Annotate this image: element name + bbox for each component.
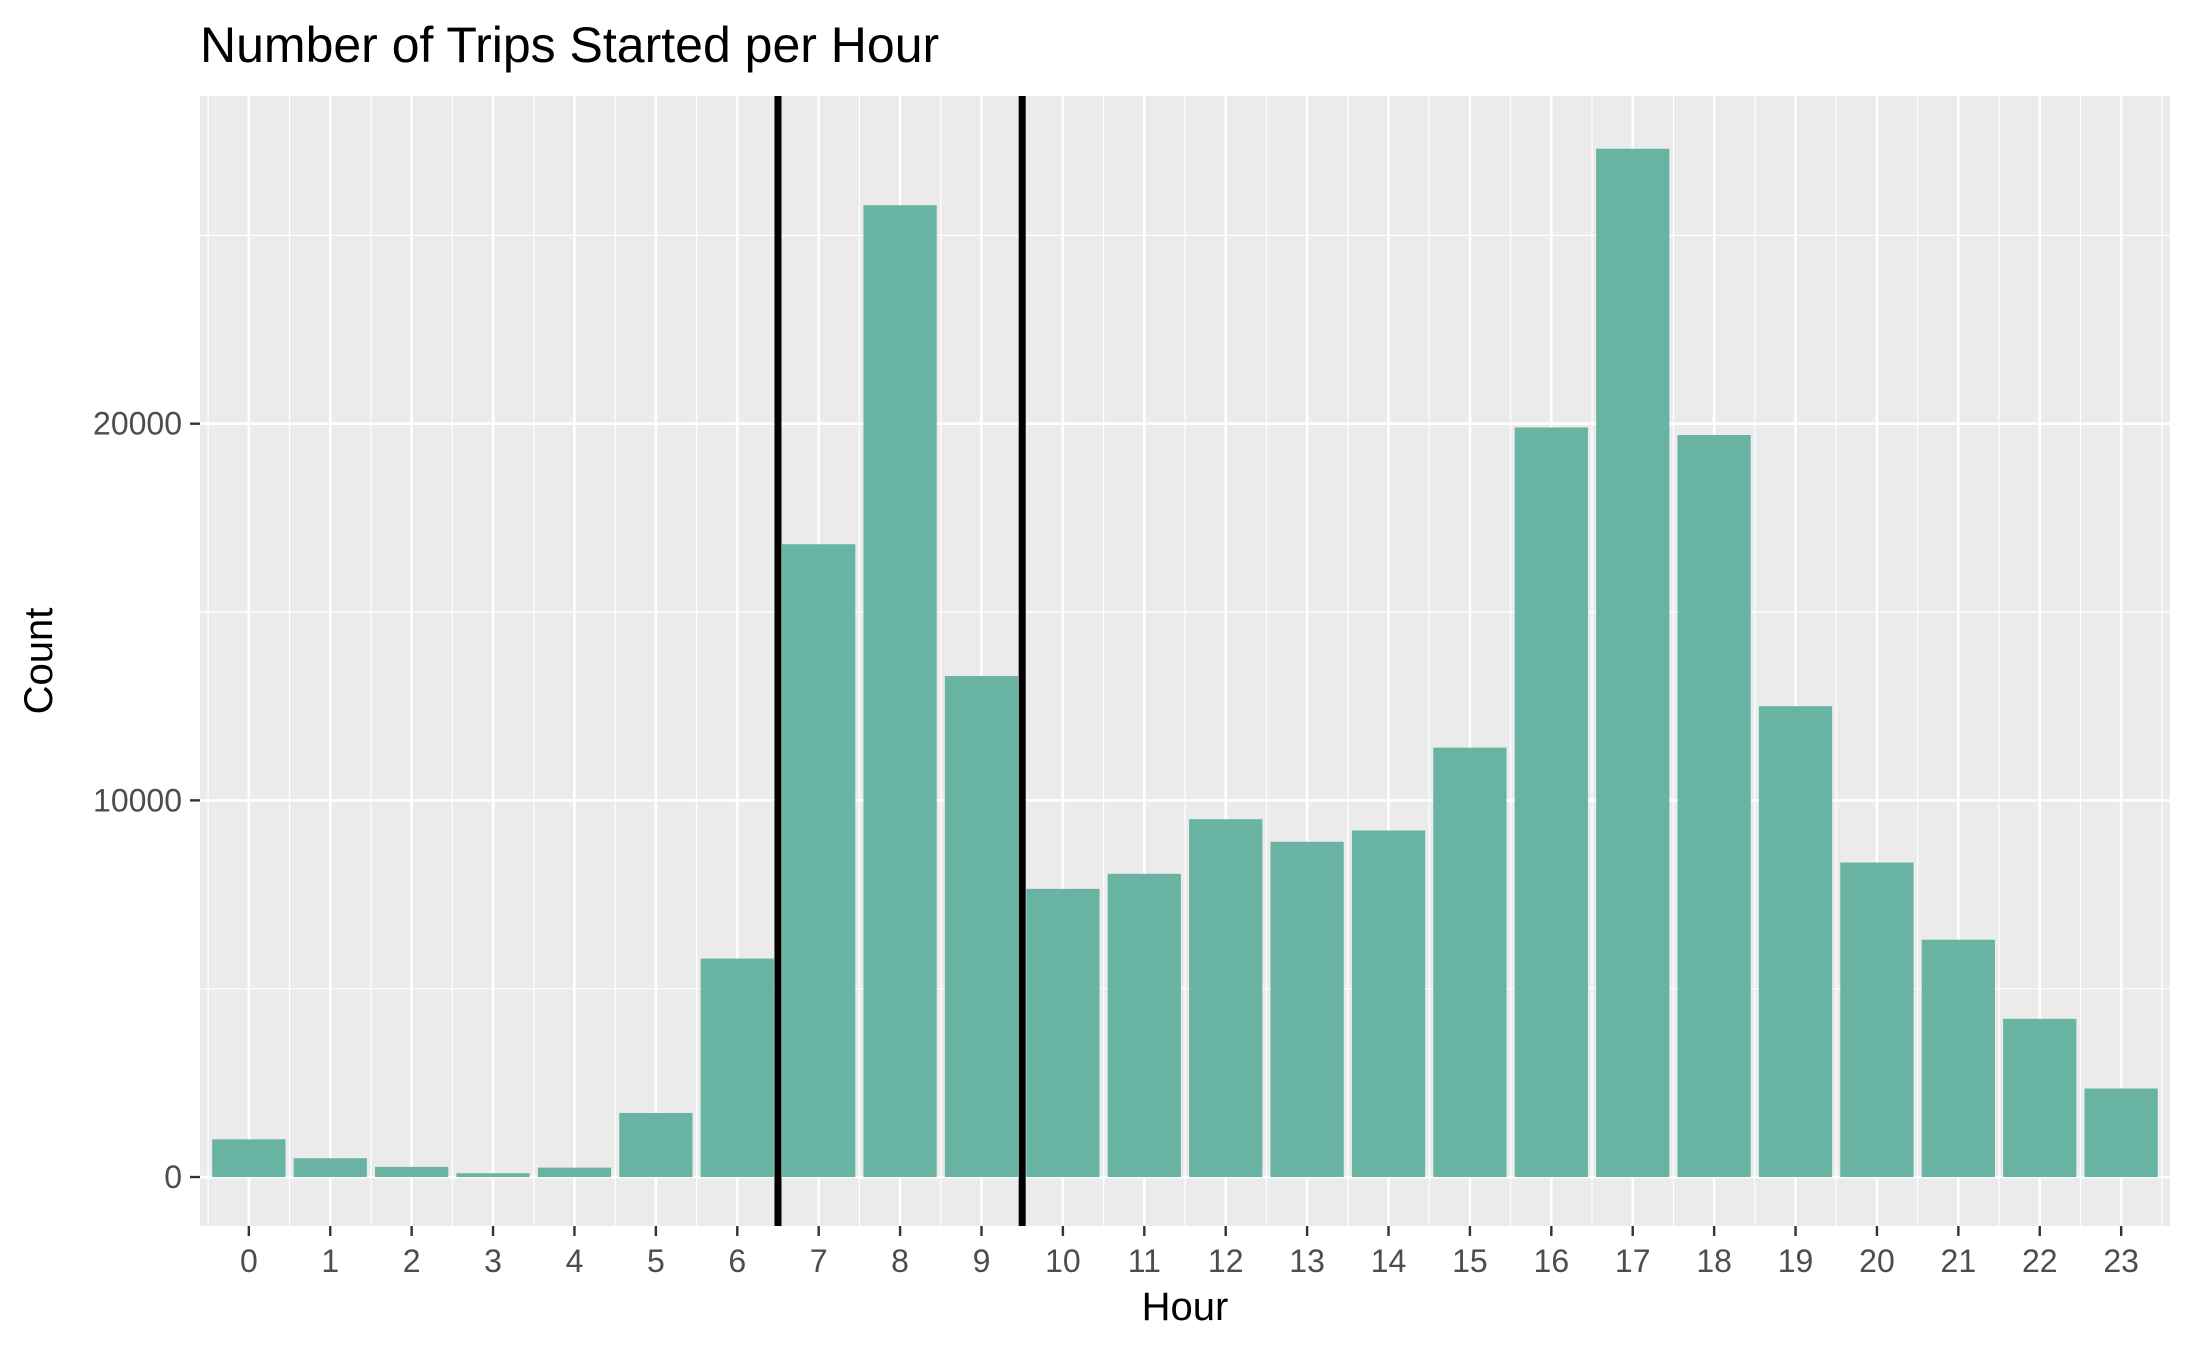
bar-hour-8 xyxy=(863,205,937,1178)
bar-hour-4 xyxy=(537,1167,612,1178)
bar-hour-23 xyxy=(2084,1088,2158,1178)
x-tick-label: 7 xyxy=(810,1243,828,1279)
bar-hour-12 xyxy=(1189,819,1263,1178)
x-tick-label: 13 xyxy=(1289,1243,1325,1279)
x-tick-label: 0 xyxy=(240,1243,258,1279)
y-tick-label: 0 xyxy=(164,1159,182,1195)
bar-hour-2 xyxy=(375,1166,449,1178)
x-tick-label: 3 xyxy=(484,1243,502,1279)
x-tick-label: 11 xyxy=(1128,1243,1161,1279)
x-axis: 0 1 2 3 4 5 6 7 8 9 10 11 12 13 14 15 16 17 18 19 20 21 22 23 xyxy=(240,1226,2139,1279)
bar-hour-17 xyxy=(1596,148,1670,1178)
x-tick-label: 16 xyxy=(1534,1243,1570,1279)
bar-hour-18 xyxy=(1677,435,1751,1178)
x-tick-label: 5 xyxy=(647,1243,665,1279)
bar-hour-21 xyxy=(1921,939,1995,1178)
bar-hour-1 xyxy=(293,1158,367,1178)
y-tick-label: 10000 xyxy=(93,782,182,818)
bar-hour-3 xyxy=(456,1173,530,1178)
x-tick-label: 1 xyxy=(321,1243,339,1279)
reference-lines xyxy=(774,96,1026,1226)
bar-hour-19 xyxy=(1758,706,1833,1178)
x-tick-label: 21 xyxy=(1941,1243,1977,1279)
bar-hour-9 xyxy=(944,676,1019,1178)
bar-hour-16 xyxy=(1514,427,1588,1178)
x-tick-label: 22 xyxy=(2022,1243,2058,1279)
x-tick-label: 9 xyxy=(973,1243,991,1279)
x-tick-label: 6 xyxy=(728,1243,746,1279)
chart-title: Number of Trips Started per Hour xyxy=(200,17,939,73)
bar-hour-10 xyxy=(1026,888,1100,1178)
bar-hour-6 xyxy=(700,958,774,1178)
y-axis: 0 10000 20000 xyxy=(93,406,200,1195)
x-tick-label: 2 xyxy=(403,1243,421,1279)
x-tick-label: 14 xyxy=(1371,1243,1407,1279)
y-axis-title: Count xyxy=(17,608,61,715)
bars xyxy=(212,148,2158,1178)
x-tick-label: 18 xyxy=(1696,1243,1732,1279)
x-tick-label: 17 xyxy=(1615,1243,1651,1279)
bar-hour-5 xyxy=(619,1113,693,1178)
bar-hour-14 xyxy=(1351,830,1426,1178)
y-tick-label: 20000 xyxy=(93,406,182,442)
bar-hour-0 xyxy=(212,1139,286,1178)
bar-hour-22 xyxy=(2003,1018,2077,1178)
x-tick-label: 8 xyxy=(891,1243,909,1279)
x-tick-label: 19 xyxy=(1778,1243,1814,1279)
bar-hour-11 xyxy=(1107,873,1181,1178)
x-tick-label: 4 xyxy=(566,1243,584,1279)
bar-hour-13 xyxy=(1270,841,1344,1178)
x-tick-label: 12 xyxy=(1208,1243,1244,1279)
x-tick-label: 20 xyxy=(1859,1243,1895,1279)
x-axis-title: Hour xyxy=(1142,1285,1229,1329)
x-tick-label: 15 xyxy=(1452,1243,1488,1279)
bar-hour-7 xyxy=(782,544,856,1178)
x-tick-label: 10 xyxy=(1045,1243,1081,1279)
bar-hour-15 xyxy=(1433,747,1507,1178)
x-tick-label: 23 xyxy=(2103,1243,2139,1279)
bar-hour-20 xyxy=(1840,862,1914,1178)
